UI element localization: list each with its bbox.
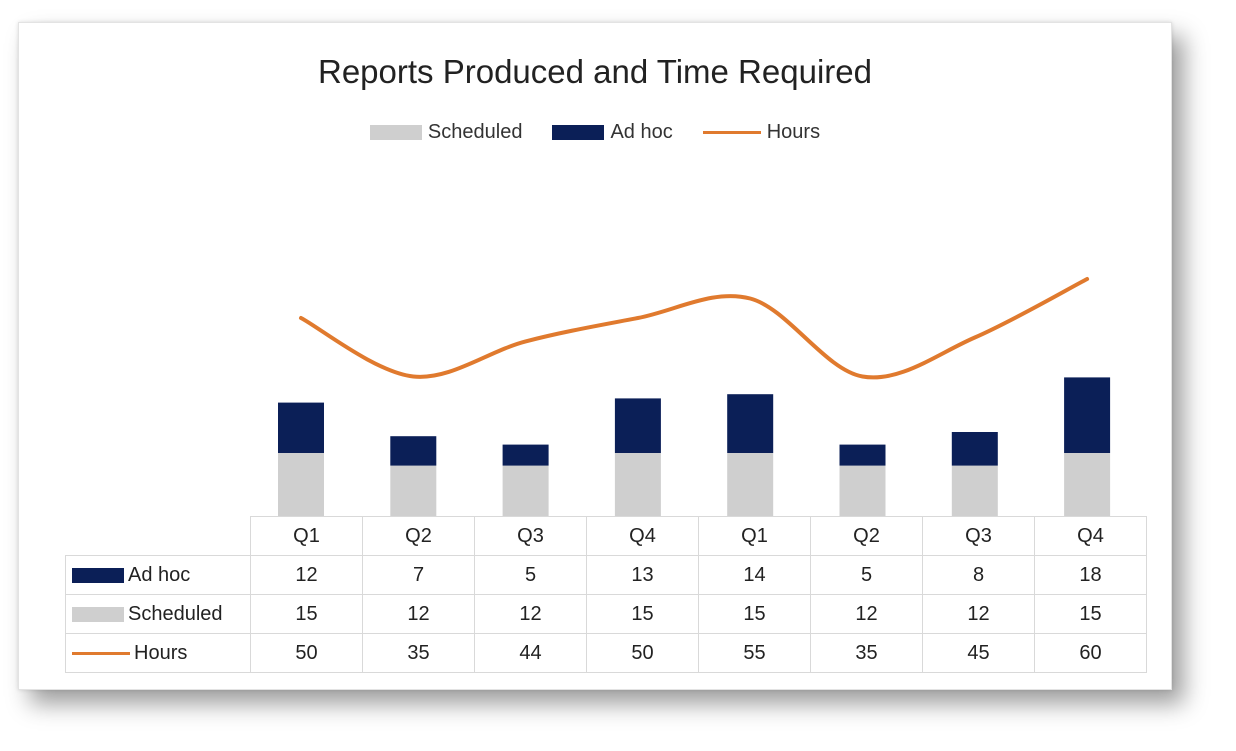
legend-item-ad-hoc: Ad hoc xyxy=(552,121,673,144)
category-label-8: Q4 xyxy=(1034,516,1147,556)
table-row-hours: Hours 50 35 44 50 55 35 45 60 xyxy=(65,633,1147,673)
row-key-ad-hoc xyxy=(72,567,124,583)
category-label-5: Q1 xyxy=(698,516,811,556)
category-label-7: Q3 xyxy=(922,516,1035,556)
bar-ad-hoc-8 xyxy=(1064,377,1111,453)
value-scheduled-6: 12 xyxy=(810,594,923,634)
legend-label-scheduled: Scheduled xyxy=(427,121,523,143)
row-key-scheduled xyxy=(72,606,124,622)
chart-card: Reports Produced and Time Required Sched… xyxy=(18,22,1172,690)
value-ad-hoc-4: 13 xyxy=(586,555,699,595)
bar-ad-hoc-7 xyxy=(951,432,998,466)
value-ad-hoc-8: 18 xyxy=(1034,555,1147,595)
bar-ad-hoc-2 xyxy=(390,436,437,466)
bar-scheduled-8 xyxy=(1064,453,1111,516)
value-hours-7: 45 xyxy=(922,633,1035,673)
value-ad-hoc-6: 5 xyxy=(810,555,923,595)
category-label-6: Q2 xyxy=(810,516,923,556)
row-key-hours xyxy=(72,651,130,655)
legend-label-hours: Hours xyxy=(766,121,821,143)
value-hours-1: 50 xyxy=(250,633,363,673)
table-corner xyxy=(66,517,251,556)
row-label-text-ad-hoc: Ad hoc xyxy=(128,563,191,586)
category-label-2: Q2 xyxy=(362,516,475,556)
row-label-hours: Hours xyxy=(65,633,251,673)
value-hours-4: 50 xyxy=(586,633,699,673)
row-label-ad-hoc: Ad hoc xyxy=(65,555,251,595)
value-scheduled-4: 15 xyxy=(586,594,699,634)
value-hours-6: 35 xyxy=(810,633,923,673)
table-header-row: Q1 Q2 Q3 Q4 Q1 Q2 Q3 Q4 xyxy=(66,516,1147,556)
table-row-scheduled: Scheduled 15 12 12 15 15 12 12 15 xyxy=(65,594,1147,634)
legend-swatch-ad-hoc xyxy=(552,125,605,140)
bar-ad-hoc-3 xyxy=(502,444,549,466)
bar-scheduled-4 xyxy=(614,453,661,516)
value-scheduled-5: 15 xyxy=(698,594,811,634)
bar-ad-hoc-1 xyxy=(278,402,324,453)
bar-scheduled-6 xyxy=(839,465,886,516)
plot-area xyxy=(278,277,1111,516)
value-hours-2: 35 xyxy=(362,633,475,673)
value-ad-hoc-7: 8 xyxy=(922,555,1035,595)
value-scheduled-8: 15 xyxy=(1034,594,1147,634)
value-scheduled-7: 12 xyxy=(922,594,1035,634)
value-ad-hoc-3: 5 xyxy=(474,555,587,595)
bar-ad-hoc-5 xyxy=(727,394,774,453)
row-label-scheduled: Scheduled xyxy=(65,594,251,634)
legend-label-ad-hoc: Ad hoc xyxy=(610,121,673,143)
row-label-text-scheduled: Scheduled xyxy=(128,602,223,625)
bar-ad-hoc-6 xyxy=(839,444,886,466)
table-row-ad-hoc: Ad hoc 12 7 5 13 14 5 8 18 xyxy=(65,555,1147,595)
bar-scheduled-2 xyxy=(390,465,437,516)
value-hours-3: 44 xyxy=(474,633,587,673)
bar-ad-hoc-4 xyxy=(614,398,661,453)
value-ad-hoc-2: 7 xyxy=(362,555,475,595)
category-label-3: Q3 xyxy=(474,516,587,556)
bar-scheduled-5 xyxy=(727,453,774,516)
legend-swatch-scheduled xyxy=(369,125,422,140)
category-label-1: Q1 xyxy=(250,516,363,556)
legend-item-scheduled: Scheduled xyxy=(369,121,523,144)
legend-item-hours: Hours xyxy=(702,121,821,144)
category-label-4: Q4 xyxy=(586,516,699,556)
legend-swatch-hours xyxy=(702,131,761,134)
chart-legend: Scheduled Ad hoc Hours xyxy=(19,121,1171,144)
value-scheduled-3: 12 xyxy=(474,594,587,634)
value-scheduled-2: 12 xyxy=(362,594,475,634)
data-table: Q1 Q2 Q3 Q4 Q1 Q2 Q3 Q4 Ad hoc 12 7 5 13 14 5 8 18 Schedu… xyxy=(65,516,1147,673)
hours-line xyxy=(299,277,1090,380)
value-hours-5: 55 xyxy=(698,633,811,673)
row-label-text-hours: Hours xyxy=(134,641,188,664)
value-hours-8: 60 xyxy=(1034,633,1147,673)
bar-scheduled-7 xyxy=(951,465,998,516)
value-ad-hoc-1: 12 xyxy=(250,555,363,595)
bar-scheduled-1 xyxy=(278,453,324,516)
bar-group xyxy=(278,377,1111,516)
bar-scheduled-3 xyxy=(502,465,549,516)
value-ad-hoc-5: 14 xyxy=(698,555,811,595)
chart-title: Reports Produced and Time Required xyxy=(318,53,872,90)
value-scheduled-1: 15 xyxy=(250,594,363,634)
